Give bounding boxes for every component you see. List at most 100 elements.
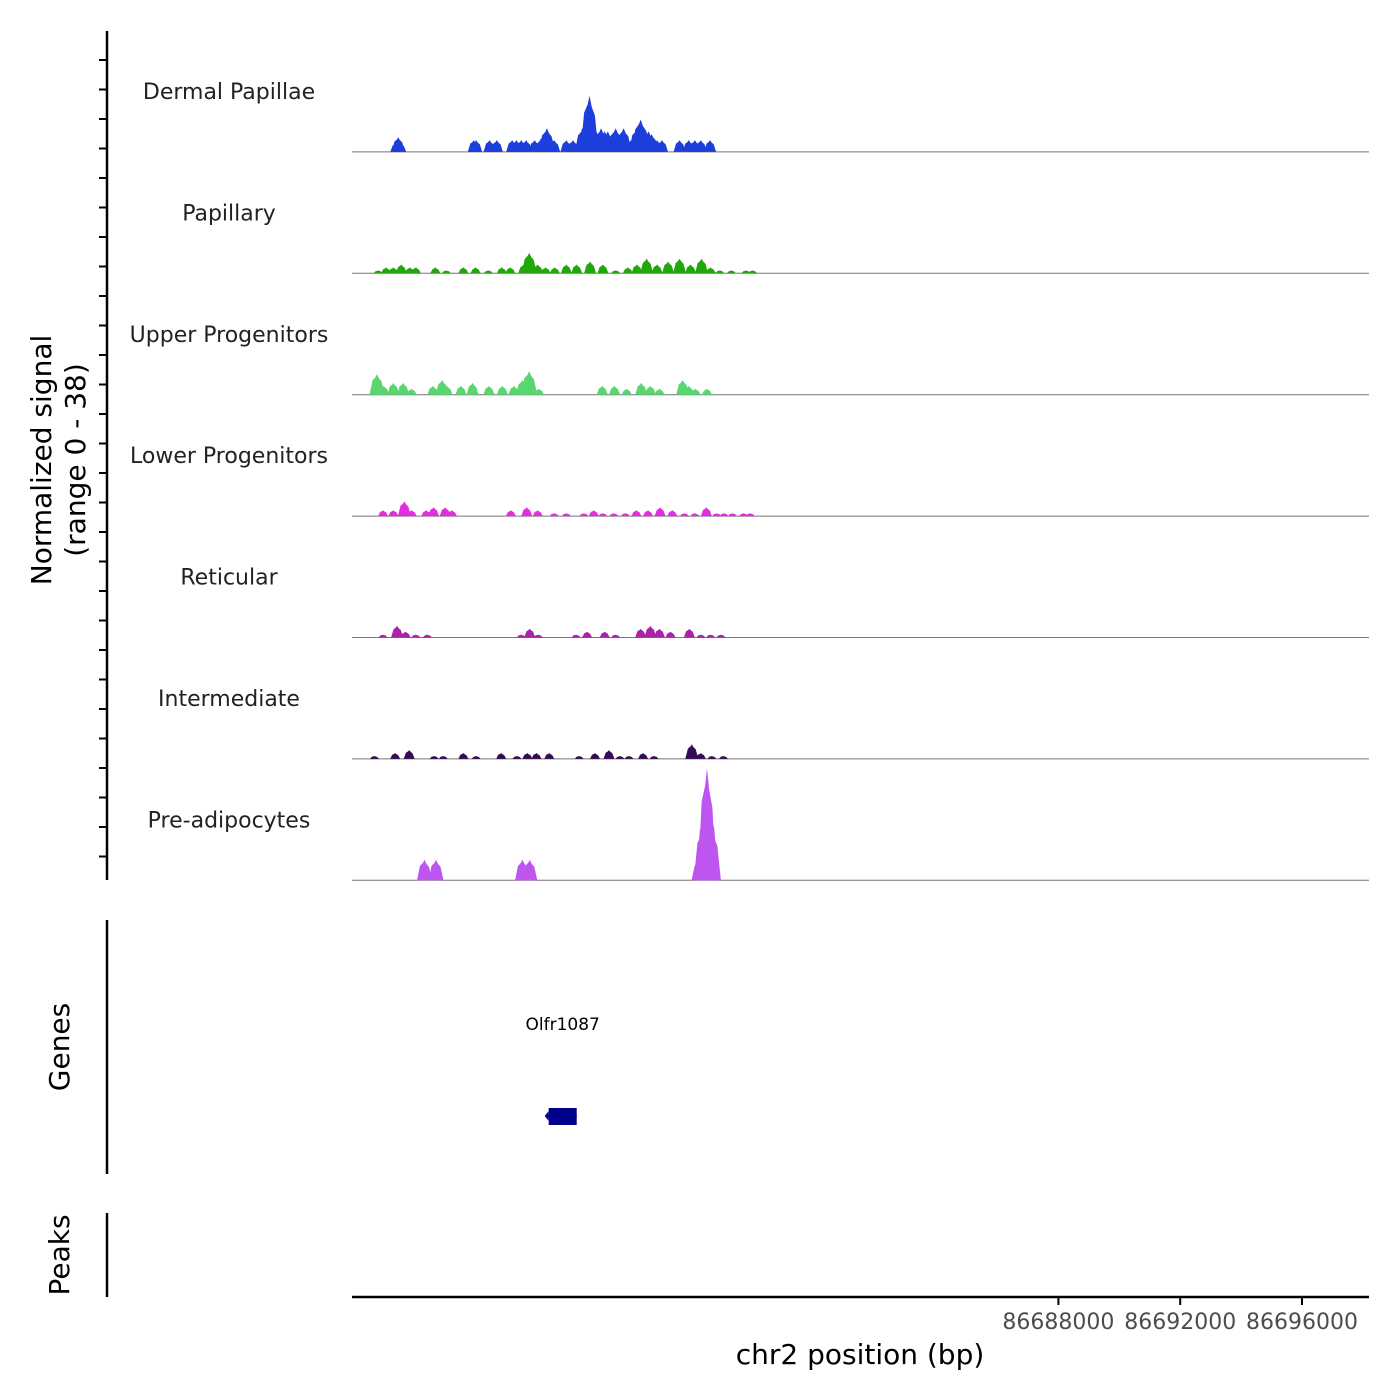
signal-peak <box>532 510 543 517</box>
signal-peak <box>673 258 687 274</box>
signal-peak <box>428 507 440 517</box>
signal-peak <box>712 513 722 517</box>
track-6: Intermediate <box>158 687 1369 760</box>
signal-peak <box>640 258 654 274</box>
y-axis-title-line2: (range 0 - 38) <box>59 363 92 557</box>
signal-peak <box>695 753 706 759</box>
signal-peak <box>512 756 522 759</box>
signal-peak <box>582 631 593 638</box>
signal-peak <box>654 628 665 638</box>
signal-peak <box>694 140 707 152</box>
signal-peak <box>458 753 469 759</box>
signal-peak <box>615 756 625 759</box>
signal-peak <box>620 513 630 517</box>
signal-peak <box>621 388 632 395</box>
signal-peak <box>748 270 758 274</box>
signal-peak <box>726 270 736 274</box>
signal-peak <box>561 513 571 517</box>
signal-peak <box>423 634 432 638</box>
signal-peak <box>631 510 642 517</box>
signal-peak <box>631 264 643 274</box>
signal-peak <box>378 385 390 395</box>
signal-peak <box>719 756 728 759</box>
signal-peak <box>521 507 533 517</box>
signal-peak <box>598 513 608 517</box>
signal-peak <box>533 634 543 638</box>
signal-peak <box>549 513 559 517</box>
signal-peak <box>654 388 665 395</box>
track-label: Reticular <box>180 566 278 591</box>
signal-peak <box>466 382 479 395</box>
signal-peak <box>406 388 417 395</box>
signal-peak <box>417 859 432 881</box>
signal-peak <box>635 382 648 395</box>
signal-peak <box>496 753 507 759</box>
signal-peak <box>571 264 583 274</box>
signal-peak <box>524 628 536 638</box>
signal-peak <box>695 258 709 274</box>
signal-peak <box>741 270 751 274</box>
signal-peak <box>411 634 421 638</box>
track-7: Pre-adipocytes <box>148 768 1369 881</box>
signal-peak <box>644 625 657 638</box>
signal-peak <box>505 267 516 274</box>
signal-peak <box>549 267 560 274</box>
signal-peak <box>635 628 647 638</box>
gene-label: Olfr1087 <box>526 1015 600 1035</box>
signal-peak <box>521 252 537 274</box>
track-5: Reticular <box>180 566 1369 638</box>
signal-peak <box>715 270 725 274</box>
signal-peak <box>534 388 544 395</box>
signal-peak <box>470 140 483 152</box>
signal-peak <box>531 753 542 759</box>
signal-peak <box>680 513 689 517</box>
signal-peak <box>579 513 589 517</box>
signal-peak <box>622 267 633 274</box>
track-1: Dermal Papillae <box>143 80 1369 153</box>
signal-peak <box>739 513 749 517</box>
signal-peak <box>373 270 383 274</box>
signal-peak <box>388 267 399 274</box>
track-label: Papillary <box>182 201 276 226</box>
signal-peak <box>522 859 538 881</box>
signal-peak <box>690 513 700 517</box>
signal-peak <box>707 756 717 759</box>
track-label: Lower Progenitors <box>130 444 328 469</box>
signal-peak <box>483 270 493 274</box>
signal-peak <box>395 264 407 274</box>
signal-peak <box>685 744 699 759</box>
signal-peak <box>532 264 544 274</box>
signal-peak <box>705 267 716 274</box>
signal-peak <box>603 750 615 759</box>
signal-peak <box>540 267 551 274</box>
x-tick-label: 86692000 <box>1124 1310 1236 1335</box>
signal-peak <box>696 634 706 638</box>
signal-peak <box>446 510 457 517</box>
track-3: Upper Progenitors <box>130 323 1369 396</box>
signal-peak <box>685 264 697 274</box>
signal-tracks: Dermal Papillae Papillary Upper Progenitor… <box>130 80 1369 881</box>
signal-peak <box>611 634 621 638</box>
signal-peak <box>596 385 608 395</box>
signal-peak <box>548 140 561 152</box>
signal-peak <box>704 140 717 152</box>
x-axis-title: chr2 position (bp) <box>736 1338 985 1371</box>
signal-peak <box>370 756 379 759</box>
signal-peak <box>390 753 401 759</box>
signal-peak <box>397 501 411 517</box>
signal-peak <box>544 753 555 759</box>
track-2: Papillary <box>182 201 1369 274</box>
signal-peak <box>706 634 716 638</box>
signal-peak <box>395 143 407 152</box>
signal-peak <box>490 140 503 152</box>
signal-peak <box>388 510 399 517</box>
signal-peak <box>378 510 389 517</box>
signal-peak <box>496 267 507 274</box>
signal-peak <box>656 140 668 152</box>
track-label: Dermal Papillae <box>143 80 315 105</box>
track-label: Intermediate <box>158 687 300 712</box>
signal-peak <box>643 510 653 517</box>
signal-peak <box>471 756 481 759</box>
signal-peak <box>728 513 738 517</box>
